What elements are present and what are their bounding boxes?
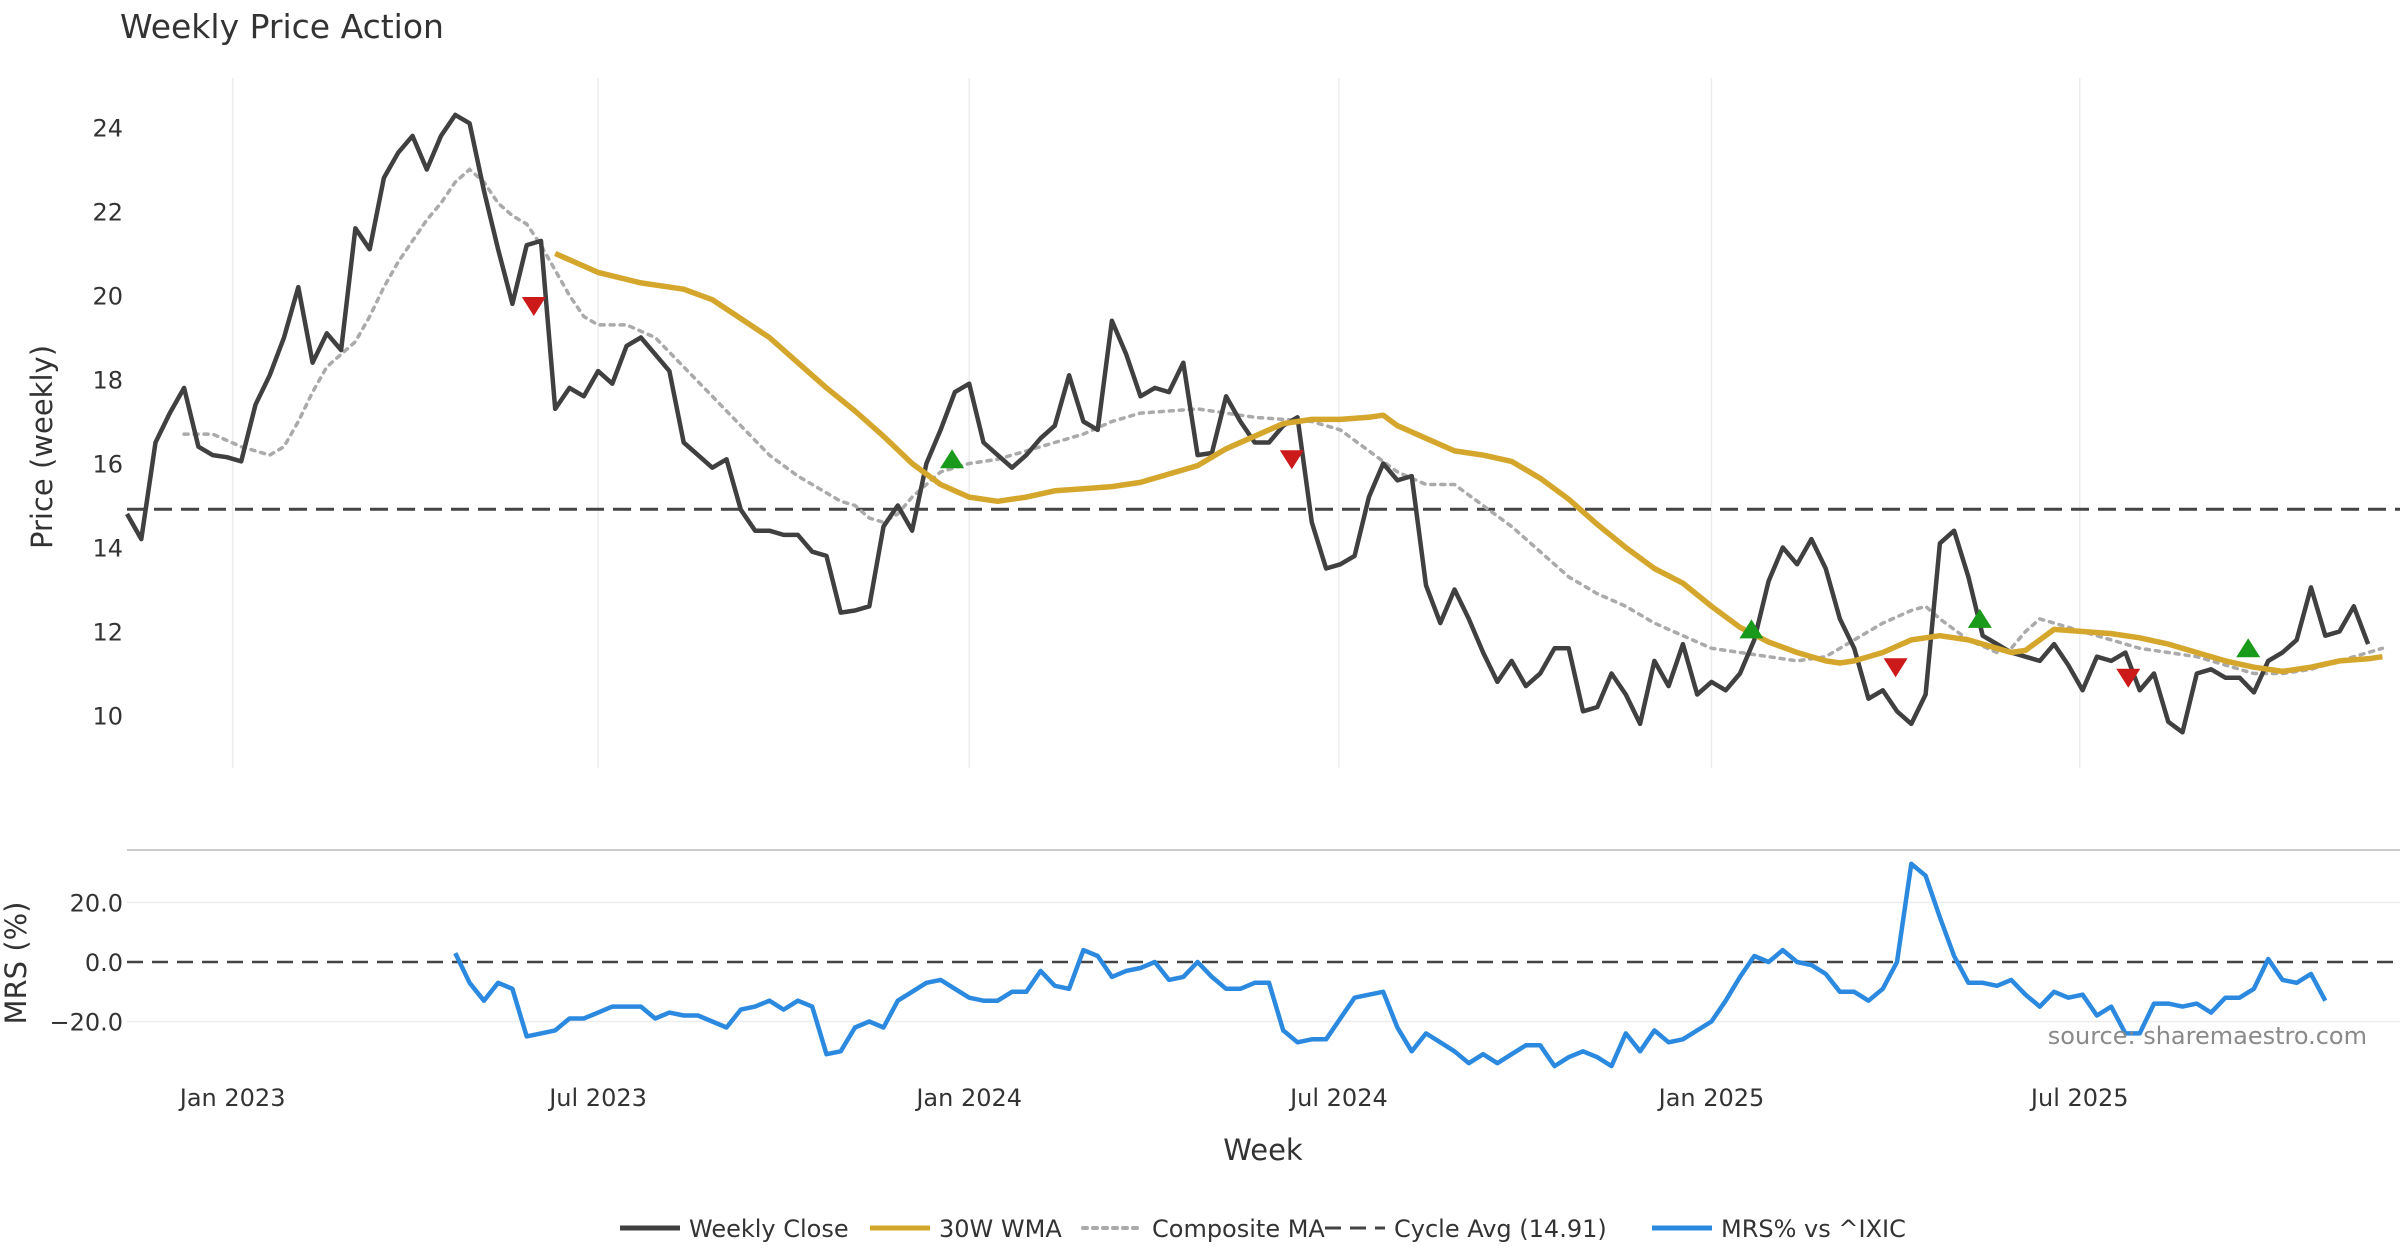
legend-item: Weekly Close [620,1215,849,1243]
chart-title: Weekly Price Action [120,7,444,46]
x-tick-label: Jul 2025 [2029,1084,2129,1112]
signal-markers [521,297,2261,688]
buy-signal-marker [1967,608,1992,628]
mrs-y-tick-label: 0.0 [85,949,123,977]
buy-signal-marker [940,449,965,469]
x-ticks: Jan 2023 Jul 2023 Jan 2024 Jul 2024 Jan 2025… [178,1084,2129,1112]
sell-signal-marker [1883,658,1908,678]
x-axis-label: Week [1223,1133,1303,1167]
mrs-y-ticks: 20.0 0.0 −20.0 [49,890,123,1037]
x-tick-label: Jan 2025 [1657,1084,1765,1112]
legend-item: 30W WMA [870,1215,1062,1243]
price-y-tick-label: 16 [92,451,123,479]
composite-ma-line [182,167,2385,676]
mrs-grid [127,901,2400,1023]
legend-item: Composite MA [1081,1215,1325,1243]
sell-signal-marker [1279,450,1304,470]
price-series [125,112,2400,735]
price-y-tick-label: 20 [92,283,123,311]
price-y-tick-label: 14 [92,535,123,563]
price-y-ticks: 10 12 14 16 18 20 22 24 [92,115,123,731]
price-grid [231,78,2081,768]
buy-signal-marker [2236,638,2261,658]
x-tick-label: Jul 2023 [547,1084,647,1112]
buy-signal-marker [1739,619,1764,639]
price-axis-label: Price (weekly) [25,345,59,549]
price-y-tick-label: 12 [92,619,123,647]
mrs-series [127,861,2400,1069]
legend-item: Cycle Avg (14.91) [1325,1215,1607,1243]
sell-signal-marker [521,297,546,316]
legend-label: MRS% vs ^IXIC [1721,1215,1906,1243]
price-y-tick-label: 24 [92,115,123,143]
x-tick-label: Jul 2024 [1288,1084,1388,1112]
source-label: source: sharemaestro.com [2048,1022,2367,1050]
sell-signal-marker [2116,668,2141,688]
price-y-tick-label: 22 [92,199,123,227]
legend: Weekly Close 30W WMA Composite MA Cycle Avg… [620,1215,1906,1243]
x-tick-label: Jan 2023 [178,1084,286,1112]
price-y-tick-label: 10 [92,703,123,731]
legend-label: Weekly Close [689,1215,849,1243]
mrs-y-tick-label: 20.0 [70,890,123,918]
legend-label: 30W WMA [939,1215,1062,1243]
legend-item: MRS% vs ^IXIC [1652,1215,1906,1243]
price-y-tick-label: 18 [92,367,123,395]
legend-label: Composite MA [1152,1215,1325,1243]
mrs-line [453,861,2328,1069]
wma-30w-line [554,250,2383,675]
mrs-y-tick-label: −20.0 [49,1009,123,1037]
x-tick-label: Jan 2024 [914,1084,1022,1112]
mrs-axis-label: MRS (%) [0,902,33,1025]
weekly-close-line [125,112,2371,735]
legend-label: Cycle Avg (14.91) [1394,1215,1607,1243]
